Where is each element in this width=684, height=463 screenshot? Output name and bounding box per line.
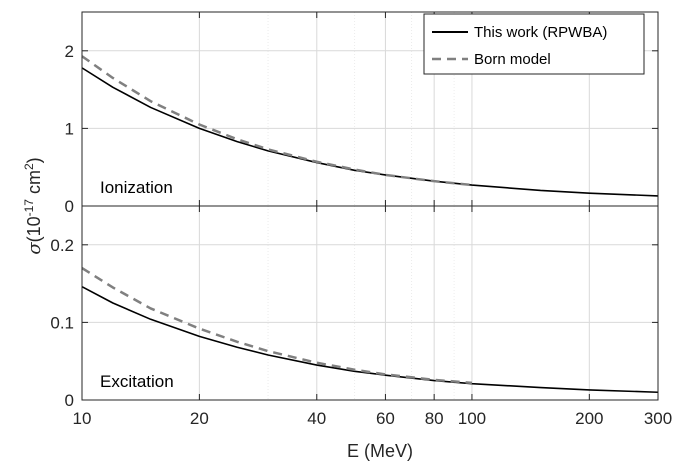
legend: This work (RPWBA) Born model [423, 13, 645, 75]
y-axis-label-exp2: 2 [22, 163, 36, 170]
panel-frame [81, 205, 659, 401]
y-axis-label-prefix: (10 [24, 216, 44, 242]
series-line-rpwba [81, 67, 659, 197]
x-tick-label: 40 [307, 409, 326, 428]
legend-entry-rpwba: This work (RPWBA) [474, 24, 607, 41]
x-tick-label: 80 [425, 409, 444, 428]
frame-layer [81, 11, 659, 401]
y-axis-label: σ(10-17 cm2) [22, 157, 45, 254]
x-tick-label: 300 [644, 409, 672, 428]
x-tick-label: 20 [190, 409, 209, 428]
legend-box [423, 13, 645, 75]
panel-label-excitation: Excitation [100, 372, 174, 391]
y-axis-label-mid: cm [24, 170, 44, 199]
series-layer [81, 55, 659, 394]
y-tick-label: 2 [65, 42, 74, 61]
y-tick-label: 0.2 [50, 236, 74, 255]
y-axis-label-suffix: ) [24, 157, 44, 163]
series-line-rpwba [81, 285, 659, 394]
y-tick-label: 0 [65, 391, 74, 410]
x-tick-label: 60 [376, 409, 395, 428]
series-line-born-model [81, 55, 473, 187]
x-tick-label: 200 [575, 409, 603, 428]
y-tick-label: 1 [65, 119, 74, 138]
x-tick-label: 10 [73, 409, 92, 428]
panel-label-ionization: Ionization [100, 178, 173, 197]
legend-entry-born: Born model [474, 51, 551, 68]
y-tick-label: 0 [65, 197, 74, 216]
series-line-born-model [81, 267, 473, 385]
y-tick-label: 0.1 [50, 313, 74, 332]
y-axis-label-exp1: -17 [22, 199, 36, 217]
x-axis-label: E (MeV) [347, 441, 413, 461]
x-tick-label: 100 [458, 409, 486, 428]
